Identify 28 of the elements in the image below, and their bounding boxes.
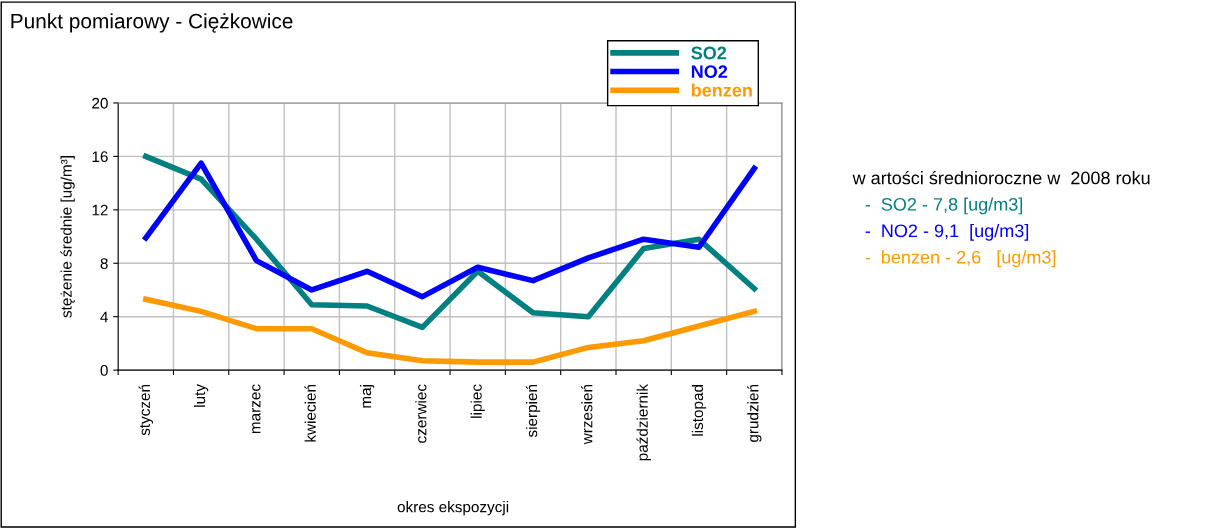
x-tick-label: marzec bbox=[252, 384, 261, 434]
x-tick-label: luty bbox=[194, 384, 209, 407]
x-tick-label: październik bbox=[636, 383, 651, 461]
y-tick-label: 0 bbox=[100, 365, 108, 376]
x-tick-label: lipiec bbox=[470, 384, 485, 418]
legend-label: benzen bbox=[691, 83, 752, 97]
y-tick-label: 20 bbox=[92, 97, 108, 109]
x-tick-label: grudzień bbox=[747, 384, 762, 442]
chart-title: Punkt pomiarowy - Ciężkowice bbox=[11, 13, 293, 33]
x-tick-label: listopad bbox=[691, 385, 707, 436]
y-tick-label: 8 bbox=[100, 258, 108, 269]
x-tick-label: sierpień bbox=[525, 384, 541, 438]
y-tick-label: 16 bbox=[92, 151, 108, 163]
y-tick-label: 12 bbox=[92, 204, 108, 216]
x-tick-label: wrzesień bbox=[581, 384, 593, 445]
text: w artości średnioroczne w 2008 roku bbox=[852, 170, 1150, 185]
text: - NO2 - 9,1 [ug/m3] bbox=[865, 223, 1029, 241]
x-tick-label: czerwiec bbox=[415, 384, 427, 443]
text: - SO2 - 7,8 [ug/m3] bbox=[865, 197, 1023, 215]
x-axis-title: okres ekspozycji bbox=[397, 501, 509, 516]
legend-label: SO2 bbox=[691, 46, 727, 60]
y-tick-label: 4 bbox=[100, 311, 108, 323]
y-axis-title: stężenie średnie [ug/m³] bbox=[60, 156, 75, 318]
x-tick-label: styczeń bbox=[138, 384, 154, 436]
legend-label: NO2 bbox=[691, 65, 728, 79]
x-tick-label: maj bbox=[359, 385, 375, 408]
text: - benzen - 2,6 [ug/m3] bbox=[865, 250, 1056, 268]
x-tick-label: kwiecień bbox=[304, 384, 316, 442]
